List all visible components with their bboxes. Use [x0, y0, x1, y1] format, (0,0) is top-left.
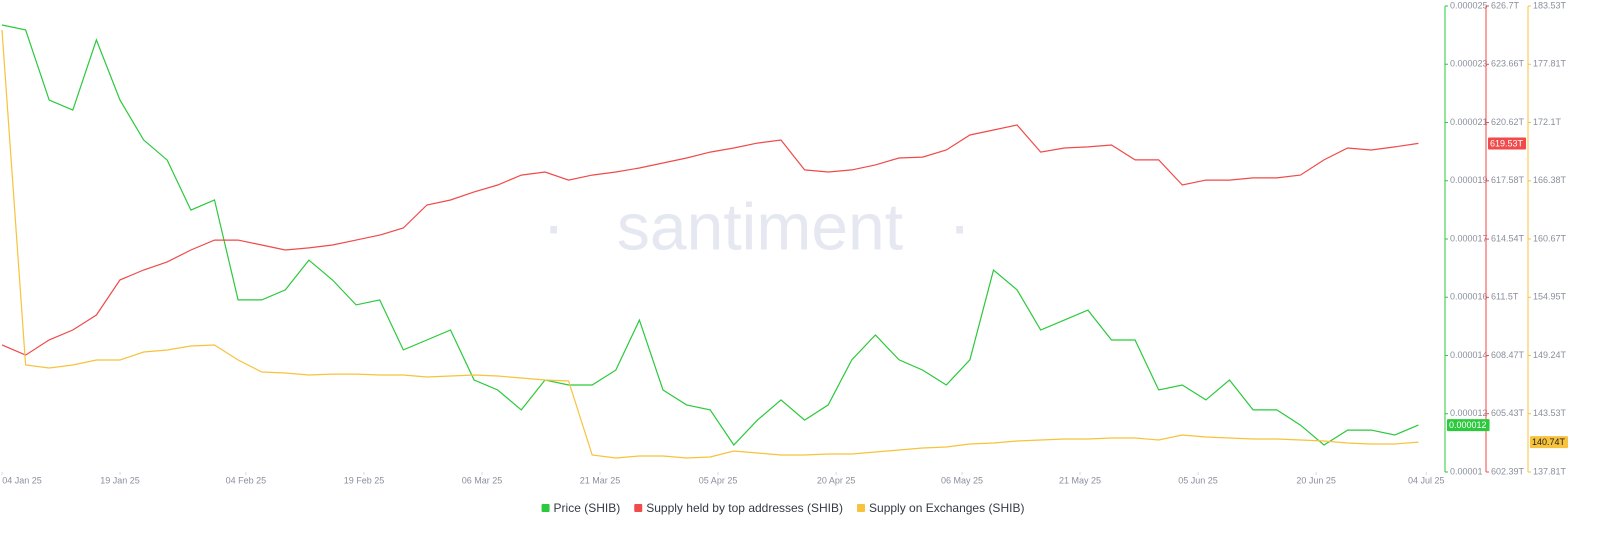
x-tick-label: 04 Feb 25	[226, 475, 267, 485]
y-tick-label: 620.62T	[1491, 117, 1525, 127]
y-tick-label: 137.81T	[1533, 466, 1567, 476]
x-tick-label: 19 Feb 25	[344, 475, 385, 485]
y-tick-label: 0.000017	[1450, 233, 1488, 243]
y-tick-label: 172.1T	[1533, 117, 1562, 127]
value-badge: 619.53T	[1488, 137, 1527, 150]
value-badge: 140.74T	[1530, 436, 1569, 449]
legend-swatch	[634, 504, 643, 512]
watermark: santiment	[617, 189, 903, 263]
y-tick-label: 0.000014	[1450, 350, 1488, 360]
value-badge: 0.000012	[1447, 419, 1490, 432]
y-tick-label: 0.00001	[1450, 466, 1483, 476]
legend-swatch	[857, 504, 866, 512]
badge-box	[1530, 436, 1569, 449]
y-tick-label: 160.67T	[1533, 233, 1567, 243]
x-tick-label: 05 Apr 25	[699, 475, 738, 485]
badge-text: 140.74T	[1532, 437, 1566, 447]
y-tick-label: 614.54T	[1491, 233, 1525, 243]
series-line	[1, 30, 1419, 459]
y-tick-label: 143.53T	[1533, 408, 1567, 418]
series-line	[1, 124, 1419, 356]
y-tick-label: 0.000019	[1450, 175, 1488, 185]
x-tick-label: 04 Jan 25	[2, 475, 42, 485]
y-tick-label: 611.5T	[1491, 292, 1519, 302]
y-tick-label: 608.47T	[1491, 350, 1525, 360]
y-tick-label: 623.66T	[1491, 59, 1525, 69]
badge-box	[1488, 137, 1527, 150]
legend-label: Price (SHIB)	[554, 501, 621, 515]
y-tick-label: 605.43T	[1491, 408, 1525, 418]
y-tick-label: 166.38T	[1533, 175, 1567, 185]
watermark-dot: ·	[948, 185, 971, 263]
series-line	[1, 24, 1419, 446]
y-tick-label: 183.53T	[1533, 0, 1567, 10]
y-tick-label: 617.58T	[1491, 175, 1525, 185]
legend-label: Supply on Exchanges (SHIB)	[869, 501, 1024, 515]
x-tick-label: 06 Mar 25	[462, 475, 503, 485]
legend-swatch	[541, 504, 550, 512]
x-tick-label: 21 Mar 25	[580, 475, 621, 485]
y-tick-label: 626.7T	[1491, 0, 1520, 10]
x-tick-label: 21 May 25	[1059, 475, 1101, 485]
x-tick-label: 20 Jun 25	[1296, 475, 1336, 485]
badge-text: 0.000012	[1449, 420, 1487, 430]
legend-label: Supply held by top addresses (SHIB)	[646, 501, 843, 515]
y-tick-label: 602.39T	[1491, 466, 1525, 476]
legend: Price (SHIB) Supply held by top addresses…	[541, 501, 1024, 515]
x-tick-label: 04 Jul 25	[1408, 475, 1445, 485]
y-tick-label: 0.000023	[1450, 59, 1488, 69]
badge-box	[1447, 419, 1490, 432]
y-tick-label: 0.000025	[1450, 0, 1488, 10]
x-tick-label: 20 Apr 25	[817, 475, 856, 485]
x-tick-label: 06 May 25	[941, 475, 983, 485]
badge-text: 619.53T	[1490, 138, 1524, 148]
y-tick-label: 149.24T	[1533, 350, 1567, 360]
x-tick-label: 05 Jun 25	[1178, 475, 1218, 485]
y-tick-label: 0.000016	[1450, 292, 1488, 302]
y-tick-label: 0.000012	[1450, 408, 1488, 418]
x-tick-label: 19 Jan 25	[100, 475, 140, 485]
y-tick-label: 154.95T	[1533, 292, 1567, 302]
y-tick-label: 0.000021	[1450, 117, 1488, 127]
watermark-dot: ·	[542, 185, 565, 263]
y-tick-label: 177.81T	[1533, 59, 1567, 69]
